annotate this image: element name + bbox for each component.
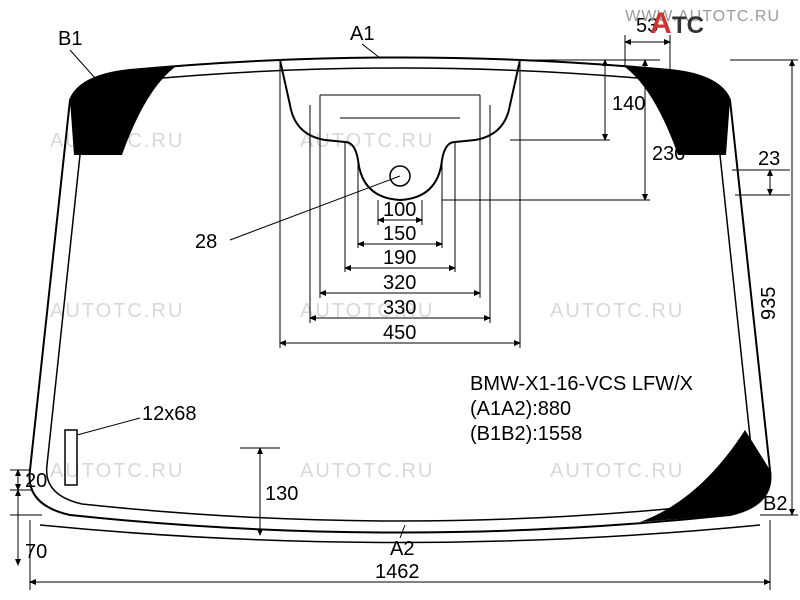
dim-935: 935 — [758, 287, 780, 320]
dim-100: 100 — [383, 199, 416, 221]
dim-23: 23 — [758, 148, 780, 170]
part-line2: (A1A2):880 — [470, 398, 571, 420]
leader-sensor — [230, 176, 400, 240]
leader-b1 — [70, 50, 95, 78]
label-a2: A2 — [390, 538, 414, 560]
leader-rect — [77, 418, 140, 435]
windshield-inner — [47, 68, 754, 521]
label-12x68: 12x68 — [142, 403, 197, 425]
dim-20: 20 — [25, 470, 47, 492]
dim-sensor-dia: 28 — [195, 231, 217, 253]
sensor-housing — [280, 60, 520, 200]
corner-top-left — [70, 67, 175, 155]
dim-70: 70 — [25, 541, 47, 563]
dim-450: 450 — [383, 322, 416, 344]
logo-tc: TC — [672, 12, 704, 39]
rect-12x68 — [65, 430, 77, 485]
label-b1: B1 — [58, 28, 82, 50]
dim-140: 140 — [612, 93, 645, 115]
windshield-outline — [30, 58, 771, 533]
logo-a: A — [650, 7, 672, 40]
dim-1462: 1462 — [375, 561, 420, 583]
label-a1: A1 — [350, 23, 374, 45]
dim-190: 190 — [383, 247, 416, 269]
part-code: BMW-X1-16-VCS LFW/X — [470, 373, 693, 395]
label-b2: B2 — [763, 493, 787, 515]
dim-130: 130 — [265, 483, 298, 505]
dim-330: 330 — [383, 297, 416, 319]
leader-a1 — [362, 44, 380, 58]
dim-230: 230 — [652, 143, 685, 165]
dim-320: 320 — [383, 272, 416, 294]
part-line3: (B1B2):1558 — [470, 423, 582, 445]
windshield-diagram: 28 B1 A1 B2 A2 53 140 230 23 935 100 150 — [0, 0, 800, 600]
dim-150: 150 — [383, 223, 416, 245]
site-logo: A TC — [650, 5, 710, 50]
